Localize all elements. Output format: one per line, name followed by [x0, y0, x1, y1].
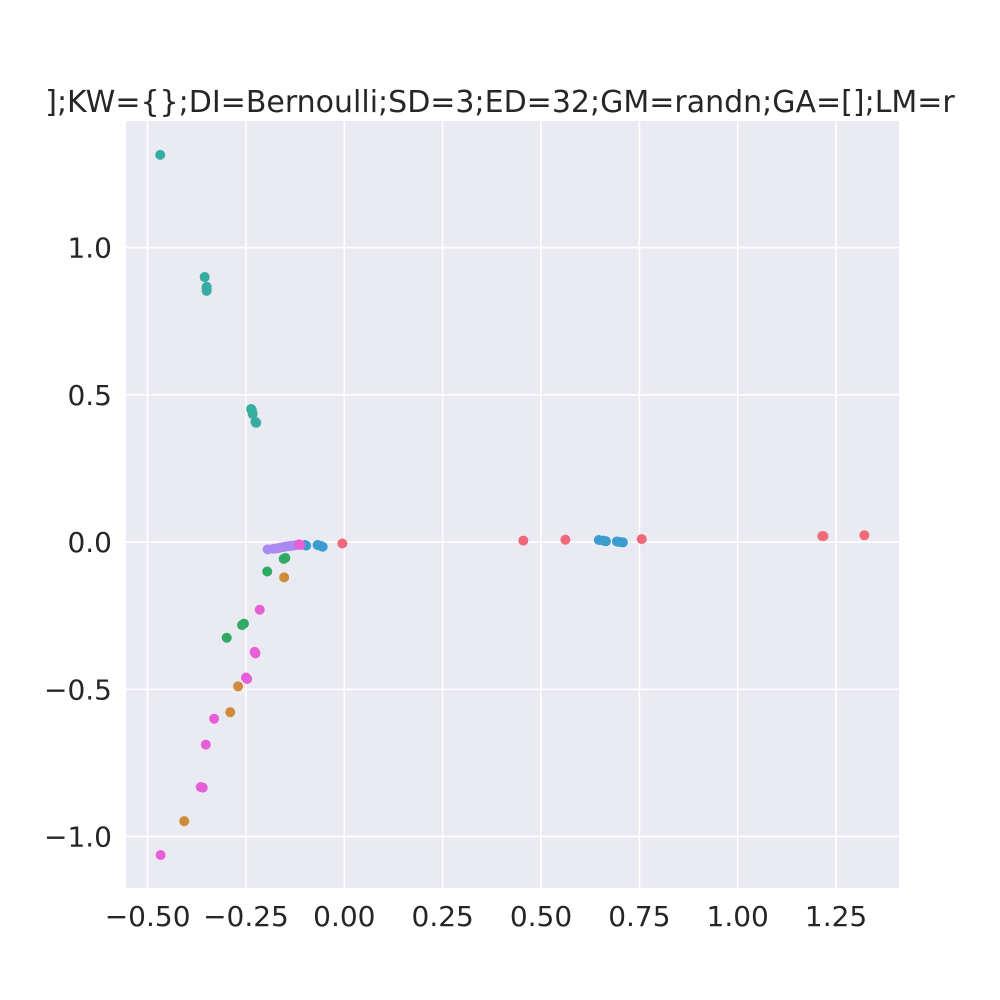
series-magenta-point	[242, 673, 253, 684]
series-magenta-point	[197, 782, 208, 793]
series-magenta-point	[155, 850, 166, 861]
series-magenta	[155, 539, 306, 861]
data-points	[155, 149, 870, 861]
series-red-point	[859, 530, 870, 541]
series-teal-point	[155, 149, 166, 160]
series-red-point	[818, 531, 829, 542]
series-green-point	[262, 566, 273, 577]
series-blue-point	[317, 541, 328, 552]
plot-background	[126, 121, 899, 888]
x-tick-label: 0.75	[608, 900, 670, 933]
series-teal	[155, 149, 262, 428]
x-tick-label: 0.50	[510, 900, 572, 933]
series-red-point	[560, 534, 571, 545]
series-magenta-point	[254, 604, 265, 615]
series-teal-point	[201, 283, 212, 294]
x-tick-label: −0.50	[105, 900, 191, 933]
series-magenta-point	[295, 539, 306, 550]
series-teal-point	[251, 417, 262, 428]
y-axis-ticks: −1.0 −0.5 0.0 0.5 1.0	[44, 232, 112, 854]
series-magenta-point	[209, 713, 220, 724]
grid-lines	[126, 121, 899, 888]
series-red-point	[518, 535, 529, 546]
series-teal-point	[199, 272, 210, 283]
series-blue-point	[600, 536, 611, 547]
series-blue-point	[617, 537, 628, 548]
y-tick-label: −0.5	[44, 673, 112, 706]
series-orange-point	[279, 572, 290, 583]
series-green-point	[239, 618, 250, 629]
x-tick-label: 0.00	[313, 900, 375, 933]
x-tick-label: 1.00	[707, 900, 769, 933]
series-red	[337, 530, 870, 549]
series-green-point	[221, 632, 232, 643]
y-tick-label: −1.0	[44, 820, 112, 853]
y-tick-label: 1.0	[67, 232, 112, 265]
y-tick-label: 0.0	[67, 526, 112, 559]
series-red-point	[636, 534, 647, 545]
series-orange-point	[179, 816, 190, 827]
x-axis-ticks: −0.50 −0.25 0.00 0.25 0.50 0.75 1.00 1.25	[105, 900, 868, 933]
y-tick-label: 0.5	[67, 379, 112, 412]
series-magenta-point	[250, 648, 261, 659]
series-orange-point	[225, 707, 236, 718]
series-magenta-point	[200, 739, 211, 750]
series-orange	[179, 572, 290, 827]
series-green-point	[280, 552, 291, 563]
series-green	[221, 552, 291, 643]
series-teal-point	[247, 408, 258, 419]
series-red-point	[337, 538, 348, 549]
x-tick-label: 0.25	[412, 900, 474, 933]
x-tick-label: 1.25	[805, 900, 867, 933]
series-orange-point	[233, 681, 244, 692]
x-tick-label: −0.25	[203, 900, 289, 933]
chart-title: ];KW={};DI=Bernoulli;SD=3;ED=32;GM=randn…	[45, 85, 955, 120]
